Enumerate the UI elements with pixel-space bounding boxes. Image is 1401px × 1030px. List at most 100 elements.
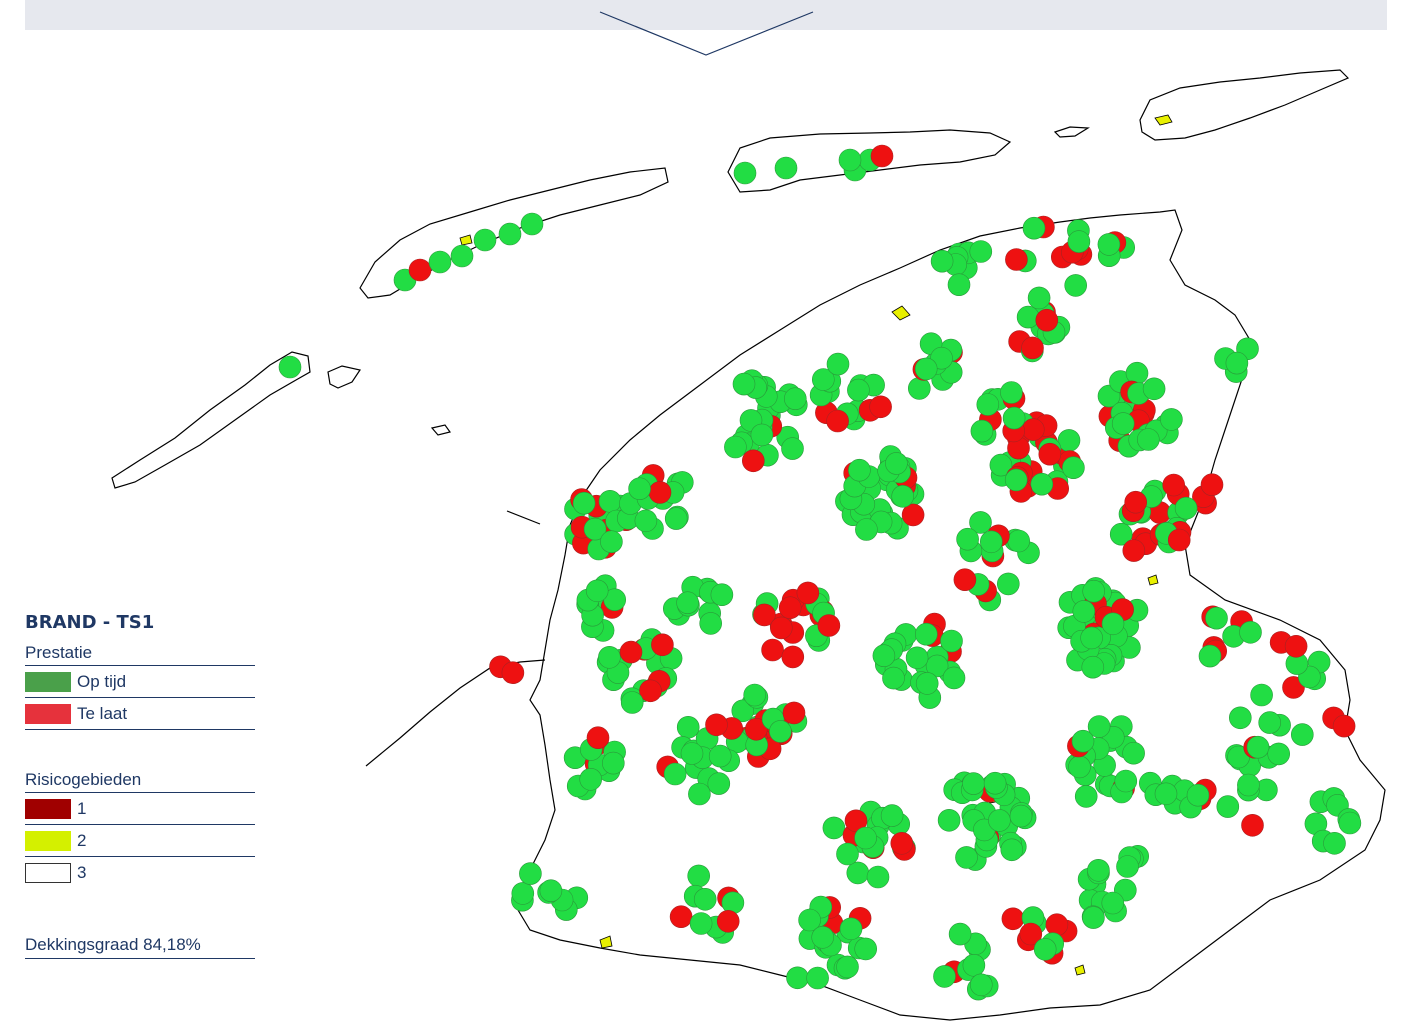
on-time-marker	[1068, 755, 1091, 779]
legend-item-op-tijd: Op tijd	[25, 666, 255, 698]
on-time-marker	[838, 148, 862, 172]
on-time-marker	[940, 629, 963, 653]
legend-label: Te laat	[77, 703, 128, 723]
on-time-marker	[880, 804, 904, 827]
mainland-outline	[514, 209, 1386, 1021]
on-time-marker	[572, 491, 596, 515]
on-time-marker	[708, 744, 732, 768]
legend-swatch-white	[25, 863, 71, 883]
on-time-marker	[826, 352, 850, 376]
on-time-marker	[1198, 644, 1222, 668]
on-time-marker	[1109, 522, 1133, 546]
on-time-marker	[914, 357, 938, 381]
on-time-marker	[585, 579, 609, 603]
on-time-marker	[781, 437, 804, 460]
on-time-marker	[1087, 858, 1110, 882]
late-marker	[648, 481, 672, 504]
late-marker	[826, 409, 849, 433]
legend-swatch-green	[25, 671, 71, 692]
on-time-marker	[1016, 305, 1040, 329]
late-marker	[1284, 634, 1308, 658]
on-time-marker	[882, 666, 905, 690]
legend-swatch-yellow	[25, 830, 71, 851]
legend-swatch-red	[25, 703, 71, 724]
on-time-marker	[1082, 579, 1105, 603]
on-time-marker	[969, 973, 993, 997]
legend-heading-risico: Risicogebieden	[25, 770, 255, 793]
on-time-marker	[1101, 612, 1125, 636]
late-marker	[870, 144, 894, 168]
top-banner	[25, 0, 1387, 30]
on-time-marker	[1291, 723, 1314, 746]
late-marker	[1162, 473, 1185, 497]
on-time-marker	[598, 645, 621, 669]
late-marker	[639, 679, 662, 703]
on-time-marker	[1000, 381, 1023, 404]
on-time-marker	[579, 767, 603, 791]
on-time-marker	[907, 377, 931, 400]
on-time-marker	[1205, 606, 1228, 630]
legend-item-risk-3: 3	[25, 857, 255, 889]
on-time-marker	[750, 423, 774, 447]
late-marker	[716, 909, 740, 933]
on-time-marker	[689, 912, 713, 935]
on-time-marker	[872, 644, 896, 668]
on-time-marker	[1122, 741, 1145, 765]
on-time-marker	[1081, 655, 1105, 679]
on-time-marker	[1080, 626, 1103, 650]
on-time-marker	[925, 654, 949, 678]
on-time-marker	[520, 212, 544, 236]
late-marker	[619, 640, 643, 664]
on-time-marker	[724, 435, 747, 459]
on-time-marker	[846, 861, 870, 885]
on-time-marker	[1030, 472, 1054, 496]
on-time-marker	[1225, 351, 1249, 375]
on-time-marker	[1087, 715, 1111, 738]
late-marker	[869, 395, 892, 419]
on-time-marker	[905, 646, 929, 670]
late-marker	[781, 645, 805, 669]
on-time-marker	[676, 591, 699, 615]
late-marker	[844, 809, 868, 833]
late-marker	[744, 717, 768, 741]
collapse-chevron-icon[interactable]	[0, 0, 1401, 60]
late-marker	[408, 258, 432, 282]
late-marker	[761, 638, 784, 662]
on-time-marker	[836, 955, 859, 979]
on-time-marker	[996, 572, 1020, 596]
on-time-marker	[687, 864, 711, 888]
on-time-marker	[693, 887, 717, 911]
late-marker	[669, 905, 693, 929]
on-time-marker	[1216, 795, 1240, 818]
on-time-marker	[866, 865, 890, 889]
late-marker	[953, 568, 977, 592]
late-marker	[1021, 336, 1044, 360]
on-time-marker	[988, 809, 1011, 832]
on-time-marker	[915, 672, 939, 695]
on-time-marker	[836, 842, 859, 866]
late-marker	[1124, 490, 1147, 514]
late-marker	[769, 616, 793, 640]
on-time-marker	[1174, 496, 1198, 520]
on-time-marker	[848, 458, 871, 482]
on-time-marker	[1114, 769, 1138, 793]
on-time-marker	[1000, 838, 1024, 862]
late-marker	[1035, 308, 1059, 332]
on-time-marker	[1002, 406, 1026, 430]
late-marker	[1038, 442, 1062, 466]
late-marker	[1167, 528, 1191, 552]
on-time-marker	[278, 355, 302, 379]
on-time-marker	[1186, 783, 1210, 807]
on-time-marker	[891, 484, 915, 508]
on-time-marker	[664, 507, 688, 530]
on-time-marker	[976, 393, 1000, 416]
on-time-marker	[1258, 711, 1281, 734]
legend-item-risk-2: 2	[25, 825, 255, 857]
on-time-marker	[620, 691, 644, 714]
late-marker	[1122, 539, 1146, 562]
on-time-marker	[1007, 529, 1031, 553]
on-time-marker	[798, 908, 821, 932]
on-time-marker	[947, 273, 971, 297]
on-time-marker	[811, 368, 835, 391]
